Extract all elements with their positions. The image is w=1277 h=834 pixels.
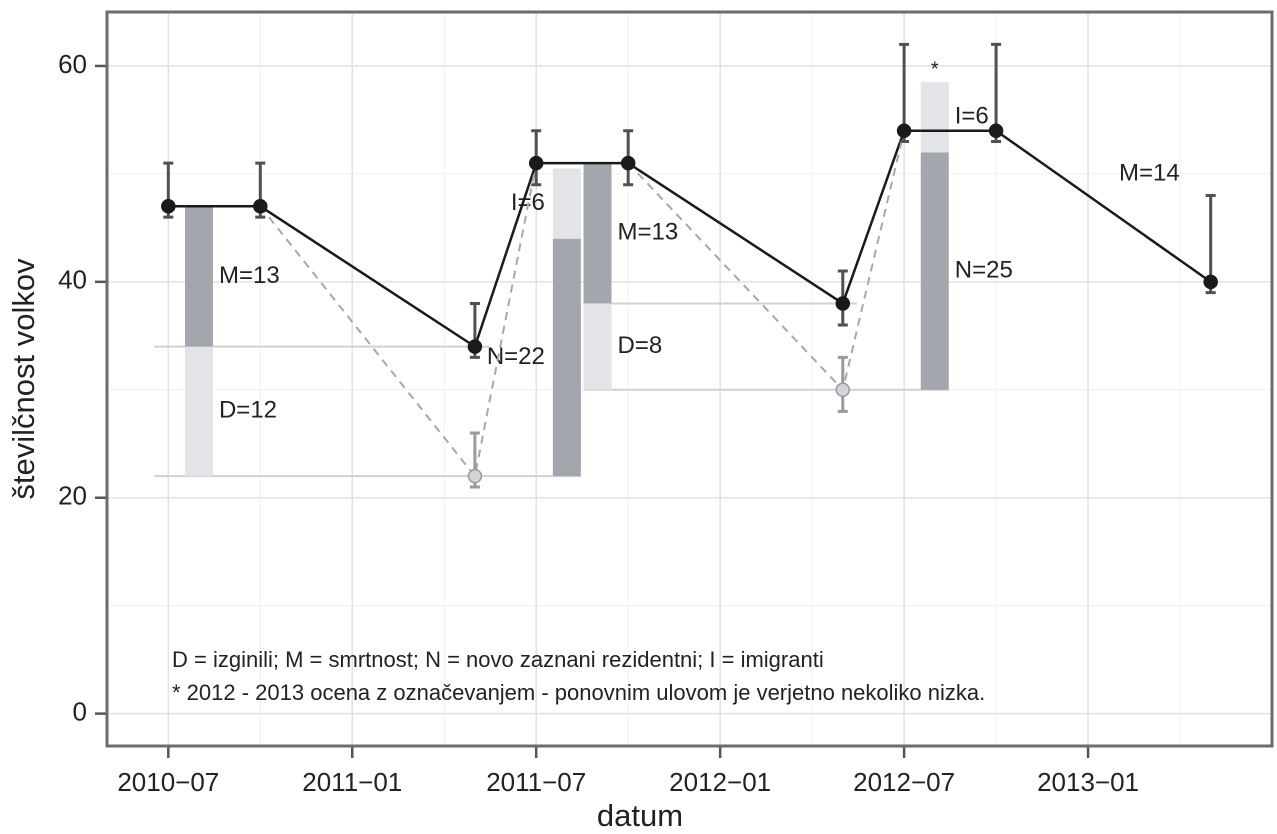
point — [253, 199, 268, 214]
x-tick-label: 2012−01 — [669, 767, 771, 797]
bar-segment — [583, 163, 612, 304]
y-tick-label: 40 — [58, 265, 87, 295]
bar-segment — [184, 346, 213, 477]
bar-label: I=6 — [955, 103, 989, 130]
annotation: M=14 — [1119, 159, 1180, 186]
bar-label: D=12 — [219, 397, 277, 424]
y-tick-label: 60 — [58, 49, 87, 79]
point — [835, 296, 851, 311]
point — [988, 123, 1004, 138]
bar-label: N=22 — [487, 343, 545, 370]
series-line — [259, 162, 538, 479]
x-tick-label: 2011−07 — [486, 767, 586, 797]
point — [1203, 274, 1218, 290]
x-tick-label: 2013−01 — [1037, 767, 1139, 797]
footnote: * 2012 - 2013 ocena z označevanjem - pon… — [172, 680, 985, 705]
point — [528, 155, 544, 171]
x-axis-title: datum — [597, 798, 683, 833]
bar-label: M=13 — [219, 262, 280, 289]
y-tick-label: 20 — [58, 481, 87, 511]
panel-border — [105, 10, 1274, 748]
bar-label: M=13 — [618, 219, 679, 246]
point — [467, 468, 483, 484]
bar-segment — [552, 238, 581, 477]
bar-segment — [552, 168, 581, 239]
footnote: D = izginili; M = smrtnost; N = novo zaz… — [172, 647, 824, 672]
bar-segment — [920, 152, 949, 390]
bar-segment — [920, 82, 949, 153]
bar-note: * — [931, 58, 939, 80]
point — [835, 382, 851, 398]
series-line — [627, 130, 906, 392]
bar-segment — [583, 303, 612, 390]
x-tick-label: 2012−07 — [853, 767, 955, 797]
point — [620, 155, 636, 171]
y-tick-label: 0 — [73, 696, 87, 726]
bar-label: D=8 — [618, 332, 663, 359]
series-line — [168, 129, 1212, 349]
x-tick-label: 2010−07 — [117, 767, 219, 797]
bar-segment — [184, 206, 213, 347]
y-axis-title: številčnost volkov — [6, 258, 41, 500]
point — [896, 123, 912, 138]
point — [467, 339, 483, 354]
x-tick-label: 2011−01 — [302, 767, 402, 797]
point — [161, 199, 176, 214]
bar-label: N=25 — [955, 256, 1013, 283]
